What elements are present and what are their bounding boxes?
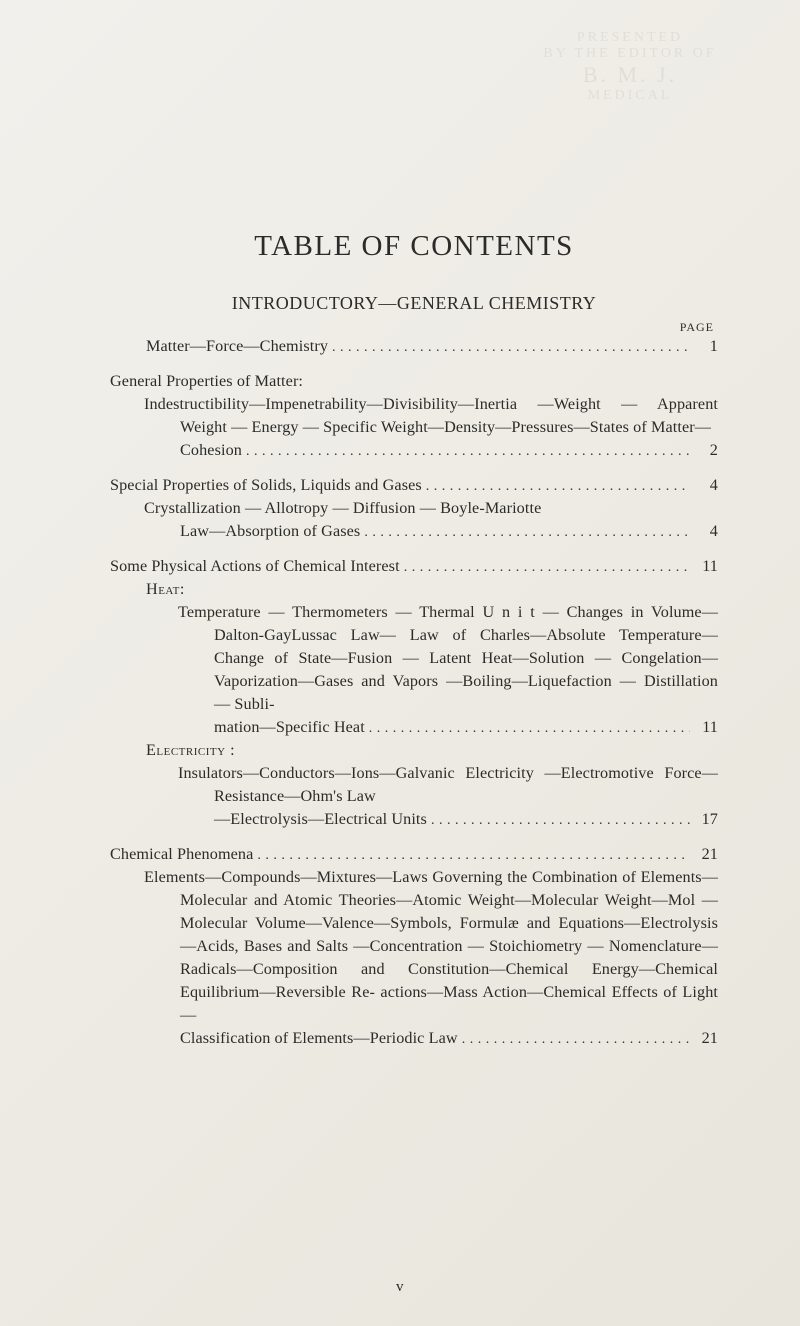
section-heading: INTRODUCTORY—GENERAL CHEMISTRY [110, 293, 718, 314]
toc-entry: Chemical Phenomena 21 Elements—Compounds… [110, 843, 718, 1050]
stamp-line: PRESENTED [520, 30, 740, 46]
page-title: TABLE OF CONTENTS [110, 230, 718, 263]
toc-group-head: Some Physical Actions of Chemical Intere… [110, 555, 400, 578]
toc-page-number: 11 [690, 555, 718, 578]
leader-dots [365, 719, 690, 739]
toc-body: Elements—Compounds—Mixtures—Laws Governi… [110, 866, 718, 1027]
leader-dots [242, 442, 690, 462]
stamp-line: MEDICAL [520, 88, 740, 104]
leader-dots [422, 477, 690, 497]
toc-page-number: 4 [690, 474, 718, 497]
toc-entry: General Properties of Matter: Indestruct… [110, 370, 718, 462]
toc-page-number: 4 [690, 520, 718, 543]
leader-dots [427, 811, 690, 831]
toc-body: Crystallization — Allotropy — Diffusion … [110, 497, 718, 520]
toc-lead: Law—Absorption of Gases [180, 520, 360, 543]
toc-page-number: 2 [690, 439, 718, 462]
page-column-header: PAGE [110, 320, 718, 335]
leader-dots [400, 558, 690, 578]
leader-dots [328, 338, 690, 358]
toc-sub-label: Heat: [110, 578, 718, 601]
stamp-line: BY THE EDITOR OF [520, 46, 740, 62]
toc-lead: Cohesion [180, 439, 242, 462]
document-page: PRESENTED BY THE EDITOR OF B. M. J. MEDI… [0, 0, 800, 1326]
toc-lead: —Electrolysis—Electrical Units [214, 808, 427, 831]
toc-lead: Matter—Force—Chemistry [146, 335, 328, 358]
toc-body: Indestructibility—Impenetrability—Divisi… [110, 393, 718, 439]
page-number-footer: v [0, 1279, 800, 1296]
toc-page-number: 17 [690, 808, 718, 831]
toc-group-head: Chemical Phenomena [110, 843, 253, 866]
toc-sub-label: Electricity : [110, 739, 718, 762]
stamp-line: B. M. J. [520, 62, 740, 88]
toc-lead: Classification of Elements—Periodic Law [180, 1027, 458, 1050]
toc-body: Temperature — Thermometers — Thermal U n… [110, 601, 718, 716]
leader-dots [458, 1030, 690, 1050]
toc-lead: mation—Specific Heat [214, 716, 365, 739]
toc-entry: Matter—Force—Chemistry 1 [110, 335, 718, 358]
toc-group-head: General Properties of Matter: [110, 370, 718, 393]
toc-entry: Special Properties of Solids, Liquids an… [110, 474, 718, 543]
toc-entry: Some Physical Actions of Chemical Intere… [110, 555, 718, 831]
leader-dots [360, 523, 690, 543]
toc-page-number: 11 [690, 716, 718, 739]
leader-dots [253, 846, 690, 866]
toc-body: Insulators—Conductors—Ions—Galvanic Elec… [110, 762, 718, 808]
toc-page-number: 1 [690, 335, 718, 358]
toc-page-number: 21 [690, 1027, 718, 1050]
toc-page-number: 21 [690, 843, 718, 866]
toc-group-head: Special Properties of Solids, Liquids an… [110, 474, 422, 497]
library-stamp: PRESENTED BY THE EDITOR OF B. M. J. MEDI… [520, 30, 740, 230]
